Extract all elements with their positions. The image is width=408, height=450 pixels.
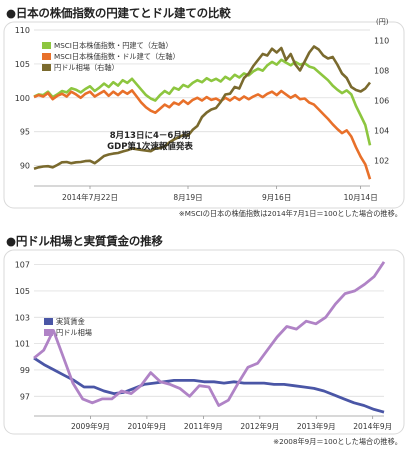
chart2-x-tick-label: 2011年9月 <box>184 421 223 431</box>
chart1-left-tick-label: 105 <box>15 60 30 69</box>
chart1-legend-swatch-0 <box>42 42 51 49</box>
chart1-svg: 110 105 100 95 90 110 108 106 104 102 (円) 2014年7月22… <box>3 18 405 209</box>
chart1-annotation-line: GDP第1次速報値発表 <box>107 141 193 152</box>
chart2-x-tick-label: 2013年9月 <box>297 421 336 431</box>
chart2-legend-label-0: 実質賃金 <box>56 317 85 326</box>
chart2-series-line-0 <box>33 356 385 414</box>
chart1-x-tick-label: 10月14日 <box>344 193 378 202</box>
chart2-title: ●円ドル相場と実質賃金の推移 <box>6 234 163 248</box>
chart1-x-tick-label: 9月16日 <box>262 193 291 202</box>
chart1-right-tick-label: 104 <box>374 127 389 136</box>
chart1-left-tick-label: 90 <box>20 162 30 171</box>
chart1-x-tick-label: 2014年7月22日 <box>62 192 118 202</box>
chart1-right-axis-unit: (円) <box>376 18 389 26</box>
chart1-right-tick-label: 110 <box>374 37 389 46</box>
chart2-note: ※2008年9月＝100とした場合の推移。 <box>273 437 402 446</box>
chart2-x-tick-label: 2012年9月 <box>240 421 279 431</box>
chart2-y-tick-label: 97 <box>20 392 30 401</box>
chart2-legend-label-1: 円ドル相場 <box>56 328 92 337</box>
chart1-legend-swatch-1 <box>42 53 51 60</box>
chart2-y-tick-label: 107 <box>15 261 30 270</box>
chart2-x-tick-label: 2010年9月 <box>127 421 166 431</box>
chart1-left-tick-label: 100 <box>15 94 30 103</box>
chart2-y-tick-label: 99 <box>20 366 30 375</box>
chart1-legend-label-0: MSCI日本株価指数・円建て（左軸） <box>54 41 173 50</box>
chart1-right-tick-label: 102 <box>374 157 389 166</box>
chart1-left-tick-label: 110 <box>15 26 30 35</box>
chart1-left-tick-label: 95 <box>20 128 30 137</box>
chart1-legend-label-1: MSCI日本株価指数・ドル建て（左軸） <box>54 52 180 61</box>
chart1-note: ※MSCIの日本の株価指数は2014年7月1日＝100とした場合の推移。 <box>178 209 402 218</box>
chart1-x-tick-label: 8月19日 <box>173 193 202 202</box>
chart1-annotation-line: 8月13日に4－6月期 <box>110 130 191 141</box>
chart2-frame <box>3 249 405 435</box>
chart1-legend-swatch-2 <box>42 64 51 71</box>
chart2-x-tick-label: 2009年9月 <box>71 421 110 431</box>
chart2-legend-swatch-1 <box>44 329 53 336</box>
chart1-right-tick-label: 108 <box>374 67 389 76</box>
chart1-series-line-0 <box>33 58 372 146</box>
chart1-legend-label-2: 円ドル相場（右軸） <box>54 63 119 72</box>
chart1-right-tick-label: 106 <box>374 97 389 106</box>
chart2-legend-swatch-0 <box>44 318 53 325</box>
chart2-svg: 107 105 103 101 99 97 2009年9月 2010年9月 2011年9月 201… <box>3 249 405 435</box>
chart2-y-tick-label: 101 <box>15 340 30 349</box>
chart1-series-line-2 <box>33 45 372 170</box>
chart2-series-line-1 <box>33 261 386 407</box>
yen-dollar-stock-comparison-panel: ●日本の株価指数の円建てとドル建ての比較 110 105 100 95 90 110 108… <box>0 0 408 222</box>
chart2-y-tick-label: 103 <box>15 313 30 322</box>
chart1-title: ●日本の株価指数の円建てとドル建ての比較 <box>6 6 231 20</box>
chart2-y-tick-label: 105 <box>15 287 30 296</box>
chart1-series-line-1 <box>33 89 372 180</box>
yen-dollar-real-wage-panel: ●円ドル相場と実質賃金の推移 107 105 103 101 99 97 2009年9月 20… <box>0 228 408 450</box>
chart2-x-tick-label: 2014年9月 <box>353 421 392 431</box>
